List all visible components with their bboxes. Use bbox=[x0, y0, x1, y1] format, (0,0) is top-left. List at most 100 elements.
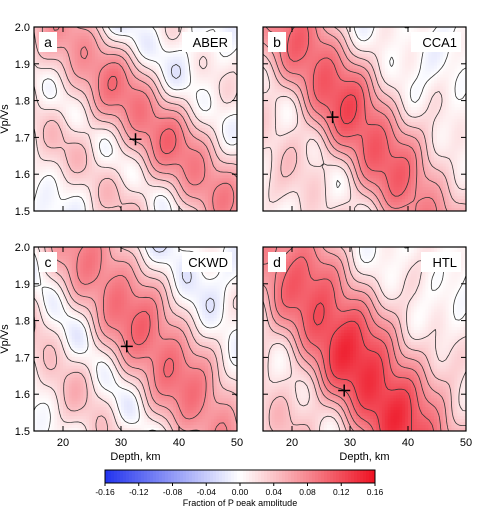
heatmap-cell bbox=[161, 113, 166, 117]
heatmap-cell bbox=[121, 133, 125, 138]
heatmap-cell bbox=[222, 133, 226, 138]
heatmap-cell bbox=[65, 124, 70, 129]
heatmap-cell bbox=[132, 116, 137, 120]
heatmap-cell bbox=[173, 139, 177, 144]
heatmap-cell bbox=[63, 205, 67, 209]
heatmap-cell bbox=[193, 92, 197, 96]
heatmap-cell bbox=[190, 59, 195, 64]
heatmap-cell bbox=[132, 187, 137, 191]
heatmap-cell bbox=[126, 121, 131, 126]
heatmap-cell bbox=[115, 29, 119, 34]
heatmap-cell bbox=[89, 27, 93, 31]
heatmap-cell bbox=[92, 101, 96, 105]
heatmap-cell bbox=[196, 172, 200, 176]
heatmap-cell bbox=[94, 59, 99, 64]
heatmap-cell bbox=[86, 35, 90, 40]
heatmap-cell bbox=[219, 104, 224, 108]
heatmap-cell bbox=[71, 104, 76, 108]
heatmap-cell bbox=[274, 27, 279, 31]
heatmap-cell bbox=[80, 56, 84, 61]
heatmap-cell bbox=[300, 32, 305, 37]
heatmap-cell bbox=[187, 163, 192, 168]
heatmap-cell bbox=[228, 166, 232, 171]
heatmap-cell bbox=[86, 116, 90, 120]
heatmap-cell bbox=[112, 62, 116, 67]
heatmap-cell bbox=[164, 77, 168, 82]
heatmap-cell bbox=[97, 65, 102, 70]
heatmap-cell bbox=[144, 27, 148, 31]
heatmap-cell bbox=[234, 104, 237, 108]
heatmap-cell bbox=[57, 98, 61, 102]
heatmap-cell bbox=[196, 65, 200, 70]
heatmap-cell bbox=[213, 202, 218, 206]
heatmap-cell bbox=[205, 163, 209, 168]
heatmap-cell bbox=[112, 119, 116, 123]
heatmap-cell bbox=[100, 27, 105, 31]
heatmap-cell bbox=[135, 107, 139, 111]
heatmap-cell bbox=[63, 202, 67, 206]
heatmap-cell bbox=[138, 27, 142, 31]
heatmap-cell bbox=[179, 107, 183, 111]
heatmap-cell bbox=[42, 98, 47, 102]
heatmap-cell bbox=[57, 71, 61, 76]
contour-line bbox=[34, 27, 237, 211]
heatmap-cell bbox=[164, 44, 168, 49]
heatmap-cell bbox=[135, 184, 139, 188]
heatmap-cell bbox=[65, 208, 70, 211]
heatmap-cell bbox=[216, 166, 221, 171]
heatmap-cell bbox=[54, 187, 58, 191]
heatmap-cell bbox=[45, 50, 50, 55]
heatmap-cell bbox=[51, 86, 55, 90]
heatmap-cell bbox=[170, 113, 174, 117]
heatmap-cell bbox=[126, 196, 131, 200]
heatmap-cell bbox=[42, 95, 47, 99]
heatmap-cell bbox=[179, 205, 183, 209]
heatmap-cell bbox=[176, 89, 180, 93]
heatmap-cell bbox=[193, 83, 197, 87]
heatmap-cell bbox=[193, 113, 197, 117]
heatmap-cell bbox=[86, 121, 90, 126]
heatmap-cell bbox=[312, 27, 316, 31]
heatmap-cell bbox=[170, 169, 174, 174]
heatmap-cell bbox=[68, 157, 73, 162]
heatmap-cell bbox=[225, 193, 229, 197]
heatmap-cell bbox=[129, 205, 134, 209]
heatmap-cell bbox=[83, 116, 87, 120]
heatmap-cell bbox=[132, 35, 137, 40]
heatmap-cell bbox=[112, 127, 116, 132]
heatmap-cell bbox=[138, 124, 142, 129]
heatmap-cell bbox=[97, 127, 102, 132]
heatmap-cell bbox=[210, 130, 215, 135]
heatmap-cell bbox=[187, 133, 192, 138]
heatmap-cell bbox=[109, 98, 113, 102]
heatmap-cell bbox=[321, 29, 325, 34]
heatmap-cell bbox=[176, 74, 180, 79]
heatmap-cell bbox=[216, 196, 221, 200]
heatmap-cell bbox=[60, 98, 64, 102]
heatmap-cell bbox=[86, 89, 90, 93]
heatmap-cell bbox=[344, 29, 348, 34]
heatmap-cell bbox=[152, 175, 157, 179]
heatmap-cell bbox=[344, 44, 348, 49]
heatmap-cell bbox=[234, 59, 237, 64]
heatmap-cell bbox=[74, 110, 79, 114]
heatmap-cell bbox=[92, 65, 96, 70]
heatmap-cell bbox=[129, 124, 134, 129]
heatmap-cell bbox=[34, 110, 38, 114]
heatmap-cell bbox=[118, 133, 122, 138]
heatmap-cell bbox=[109, 157, 113, 162]
heatmap-cell bbox=[303, 27, 308, 31]
heatmap-cell bbox=[42, 83, 47, 87]
heatmap-cell bbox=[196, 202, 200, 206]
heatmap-cell bbox=[167, 184, 171, 188]
heatmap-cell bbox=[103, 142, 108, 147]
heatmap-cell bbox=[77, 59, 81, 64]
heatmap-cell bbox=[141, 29, 145, 34]
heatmap-cell bbox=[57, 83, 61, 87]
heatmap-cell bbox=[158, 193, 163, 197]
heatmap-cell bbox=[161, 184, 166, 188]
heatmap-cell bbox=[167, 133, 171, 138]
heatmap-cell bbox=[147, 127, 151, 132]
heatmap-cell bbox=[123, 44, 128, 49]
heatmap-cell bbox=[164, 59, 168, 64]
